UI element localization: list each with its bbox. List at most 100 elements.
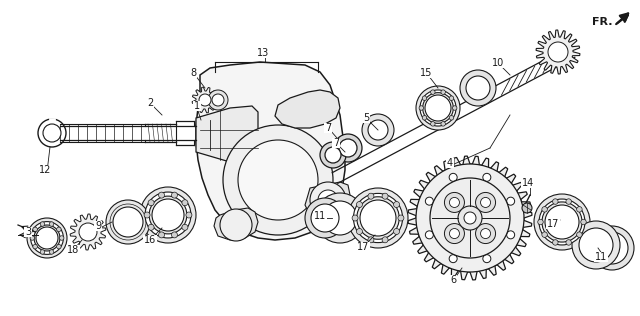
Ellipse shape bbox=[368, 237, 374, 243]
Text: 2: 2 bbox=[147, 98, 153, 108]
Ellipse shape bbox=[566, 240, 572, 245]
Polygon shape bbox=[70, 214, 106, 250]
Circle shape bbox=[356, 197, 399, 239]
Circle shape bbox=[458, 206, 482, 230]
Ellipse shape bbox=[148, 224, 154, 230]
Ellipse shape bbox=[33, 227, 37, 232]
Circle shape bbox=[481, 198, 490, 207]
Circle shape bbox=[426, 231, 433, 239]
Circle shape bbox=[339, 139, 357, 157]
Text: 10: 10 bbox=[492, 58, 504, 68]
Text: FR.: FR. bbox=[592, 17, 612, 27]
Polygon shape bbox=[196, 62, 345, 240]
Circle shape bbox=[113, 207, 143, 237]
Circle shape bbox=[79, 223, 97, 241]
Text: 1: 1 bbox=[194, 101, 200, 111]
Ellipse shape bbox=[382, 237, 388, 243]
Circle shape bbox=[596, 232, 628, 264]
Ellipse shape bbox=[356, 202, 362, 208]
Ellipse shape bbox=[422, 96, 427, 100]
Circle shape bbox=[420, 90, 456, 126]
Circle shape bbox=[315, 193, 365, 243]
Circle shape bbox=[36, 227, 58, 249]
Circle shape bbox=[460, 70, 496, 106]
Text: 17: 17 bbox=[547, 219, 559, 229]
Ellipse shape bbox=[394, 228, 399, 234]
Circle shape bbox=[310, 182, 346, 218]
Ellipse shape bbox=[159, 192, 164, 198]
Circle shape bbox=[542, 202, 582, 242]
Circle shape bbox=[449, 198, 460, 207]
Circle shape bbox=[305, 198, 345, 238]
Circle shape bbox=[464, 212, 476, 224]
Circle shape bbox=[106, 200, 150, 244]
Ellipse shape bbox=[542, 232, 547, 237]
Polygon shape bbox=[192, 87, 218, 113]
Ellipse shape bbox=[577, 207, 582, 212]
Ellipse shape bbox=[172, 192, 177, 198]
Circle shape bbox=[220, 209, 252, 241]
Ellipse shape bbox=[449, 116, 454, 120]
Circle shape bbox=[449, 228, 460, 239]
Circle shape bbox=[212, 94, 224, 106]
Ellipse shape bbox=[452, 106, 457, 110]
Circle shape bbox=[323, 201, 357, 235]
Circle shape bbox=[334, 134, 362, 162]
Polygon shape bbox=[305, 182, 350, 218]
Circle shape bbox=[362, 114, 394, 146]
Ellipse shape bbox=[352, 215, 358, 221]
Text: 9: 9 bbox=[95, 221, 101, 231]
Ellipse shape bbox=[40, 222, 45, 226]
Circle shape bbox=[449, 173, 457, 181]
Text: 7: 7 bbox=[325, 123, 331, 133]
Polygon shape bbox=[536, 30, 580, 74]
Text: 6: 6 bbox=[450, 275, 456, 285]
Circle shape bbox=[27, 218, 67, 258]
Ellipse shape bbox=[394, 202, 399, 208]
Circle shape bbox=[416, 86, 460, 130]
Text: 15: 15 bbox=[420, 68, 432, 78]
Text: 17: 17 bbox=[357, 242, 369, 252]
Circle shape bbox=[152, 199, 184, 231]
Circle shape bbox=[579, 228, 613, 262]
Circle shape bbox=[149, 196, 187, 234]
Circle shape bbox=[425, 95, 451, 121]
Ellipse shape bbox=[356, 228, 362, 234]
Ellipse shape bbox=[419, 106, 424, 110]
Circle shape bbox=[43, 124, 61, 142]
Circle shape bbox=[416, 164, 524, 272]
Circle shape bbox=[325, 147, 341, 163]
Circle shape bbox=[145, 192, 191, 238]
Ellipse shape bbox=[60, 236, 64, 240]
Polygon shape bbox=[275, 90, 340, 128]
Text: 4: 4 bbox=[447, 158, 453, 168]
Ellipse shape bbox=[382, 193, 388, 199]
Circle shape bbox=[449, 255, 457, 263]
Ellipse shape bbox=[441, 122, 445, 126]
Ellipse shape bbox=[577, 232, 582, 237]
Ellipse shape bbox=[49, 222, 54, 226]
Text: 18: 18 bbox=[67, 245, 79, 255]
Circle shape bbox=[539, 199, 585, 245]
Circle shape bbox=[522, 203, 532, 213]
Text: 8: 8 bbox=[190, 68, 196, 78]
Polygon shape bbox=[408, 156, 532, 280]
Polygon shape bbox=[214, 208, 258, 240]
Ellipse shape bbox=[538, 219, 543, 225]
Ellipse shape bbox=[580, 219, 586, 225]
Ellipse shape bbox=[56, 227, 61, 232]
Text: 11: 11 bbox=[314, 211, 326, 221]
Circle shape bbox=[430, 178, 510, 258]
Circle shape bbox=[444, 192, 465, 212]
Ellipse shape bbox=[186, 212, 192, 218]
Circle shape bbox=[507, 197, 515, 205]
Ellipse shape bbox=[449, 96, 454, 100]
Text: 14: 14 bbox=[522, 178, 534, 188]
Circle shape bbox=[360, 200, 396, 236]
Text: 16: 16 bbox=[144, 235, 156, 245]
Circle shape bbox=[348, 188, 408, 248]
Ellipse shape bbox=[182, 200, 188, 206]
Circle shape bbox=[476, 192, 495, 212]
Circle shape bbox=[572, 221, 620, 269]
Circle shape bbox=[223, 125, 333, 235]
